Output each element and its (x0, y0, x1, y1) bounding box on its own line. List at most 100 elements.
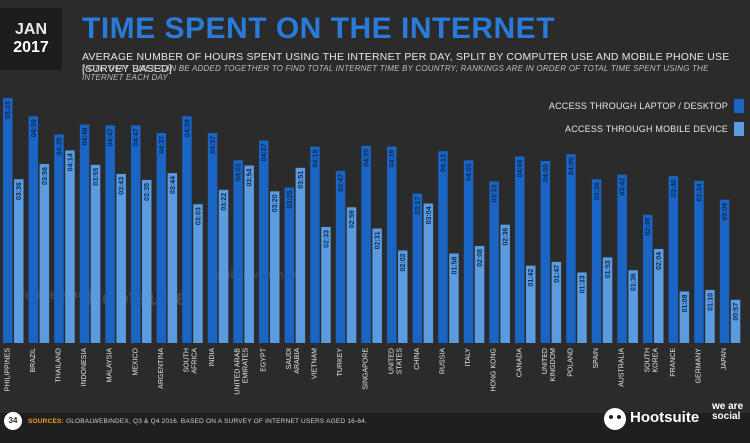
page-subtitle: AVERAGE NUMBER OF HOURS SPENT USING THE … (82, 51, 730, 75)
x-tick-label: INDONESIA (81, 348, 88, 387)
data-label-laptop: 03:09 (722, 203, 729, 221)
x-tick-label: CANADA (516, 348, 523, 378)
bar-laptop (694, 180, 704, 343)
x-tick-label: KOREA (652, 348, 659, 373)
bar-laptop (591, 179, 602, 343)
data-label-mobile: 03:35 (144, 183, 151, 201)
page-number: 34 (4, 412, 22, 430)
data-label-laptop: 04:01 (236, 163, 243, 181)
legend-label-laptop: ACCESS THROUGH LAPTOP / DESKTOP (548, 101, 728, 111)
x-tick-label: MALAYSIA (107, 348, 114, 383)
x-tick-label: SOUTH (644, 348, 651, 373)
bar-laptop (643, 214, 653, 343)
data-label-laptop: 03:25 (287, 190, 294, 208)
bar-mobile (244, 165, 254, 343)
bar-laptop (361, 145, 371, 343)
page-note: NOTE THAT TIMES CAN BE ADDED TOGETHER TO… (82, 64, 709, 82)
bar-laptop (233, 160, 243, 343)
x-tick-label: INDIA (209, 348, 216, 367)
data-label-mobile: 01:47 (554, 265, 561, 283)
bar-mobile (500, 224, 510, 343)
x-tick-label: AUSTRALIA (619, 348, 626, 387)
data-label-laptop: 03:33 (492, 184, 499, 202)
bar-mobile (705, 289, 715, 343)
sources-text: SOURCES: GLOBALWEBINDEX, Q3 & Q4 2016. B… (28, 418, 367, 425)
data-label-laptop: 04:19 (312, 149, 319, 167)
data-label-mobile: 02:33 (323, 230, 330, 248)
bar-laptop (489, 181, 499, 343)
data-label-mobile: 01:53 (605, 260, 612, 278)
x-tick-label: GERMANY (695, 348, 702, 384)
data-label-laptop: 03:34 (696, 184, 703, 202)
data-label-mobile: 03:55 (93, 168, 100, 186)
data-label-laptop: 04:59 (184, 119, 191, 137)
x-tick-label: ARGENTINA (158, 348, 165, 389)
bar-mobile (551, 261, 562, 343)
bar-mobile (295, 167, 306, 343)
data-label-mobile: 03:44 (170, 176, 177, 194)
data-label-laptop: 04:47 (133, 128, 140, 146)
x-tick-label: CHINA (414, 348, 421, 370)
data-label-laptop: 04:35 (56, 137, 63, 155)
data-label-mobile: 01:33 (579, 275, 586, 293)
data-label-laptop: 03:36 (594, 182, 601, 200)
legend-item-laptop: ACCESS THROUGH LAPTOP / DESKTOP (549, 99, 744, 113)
x-tick-label: STATES (396, 348, 403, 375)
data-label-laptop: 04:47 (108, 128, 115, 146)
x-tick-label: VIETNAM (311, 348, 318, 379)
x-tick-label: SPAIN (593, 348, 600, 369)
x-tick-label: UNITED (542, 348, 549, 374)
data-label-laptop: 03:17 (415, 197, 422, 215)
sources-body: GLOBALWEBINDEX, Q3 & Q4 2016. BASED ON A… (65, 418, 367, 425)
data-label-mobile: 01:10 (707, 293, 714, 311)
data-label-mobile: 02:08 (477, 249, 484, 267)
data-label-mobile: 01:58 (451, 256, 458, 274)
data-label-mobile: 03:22 (221, 193, 228, 211)
bar-laptop (284, 187, 295, 343)
bar-mobile (65, 150, 75, 343)
bar-laptop (131, 125, 141, 343)
chart-legend: ACCESS THROUGH LAPTOP / DESKTOP ACCESS T… (549, 99, 744, 145)
bar-laptop (668, 176, 679, 343)
bar-laptop (515, 156, 525, 343)
x-tick-label: THAILAND (55, 348, 62, 383)
bar-laptop (3, 98, 13, 343)
x-tick-label: AFRICA (191, 348, 198, 374)
bar-laptop (54, 134, 64, 343)
x-tick-label: BRAZIL (30, 348, 37, 373)
data-label-mobile: 03:36 (16, 182, 23, 200)
bar-mobile (372, 228, 382, 343)
bar-laptop (79, 124, 90, 343)
x-tick-label: HONG KONG (491, 348, 498, 392)
page-title: TIME SPENT ON THE INTERNET (82, 12, 556, 45)
x-tick-label: SOUTH (183, 348, 190, 373)
data-label-laptop: 04:48 (82, 127, 89, 145)
x-tick-label: FRANCE (670, 348, 677, 377)
x-tick-label: KINGDOM (550, 348, 557, 382)
bar-laptop (719, 199, 730, 343)
data-label-laptop: 04:27 (261, 143, 268, 161)
bar-laptop (412, 193, 423, 343)
date-month: JAN (14, 21, 47, 38)
x-tick-label: UNITED ARAB (235, 348, 242, 395)
x-tick-label: EGYPT (260, 347, 267, 371)
date-badge: JAN 2017 (0, 8, 62, 70)
bar-mobile (321, 226, 331, 343)
x-tick-label: MEXICO (132, 347, 139, 375)
data-label-mobile: 00:57 (733, 303, 740, 321)
footer-hootsuite-logo: Hootsuite (630, 409, 700, 426)
data-label-laptop: 03:42 (620, 178, 627, 196)
data-label-mobile: 03:51 (298, 171, 305, 189)
bar-mobile (116, 173, 126, 343)
bar-mobile (474, 245, 485, 343)
data-label-laptop: 04:01 (466, 163, 473, 181)
data-label-mobile: 03:54 (247, 168, 254, 186)
sources-label: SOURCES: (28, 418, 64, 425)
data-label-laptop: 04:09 (568, 157, 575, 175)
data-label-mobile: 03:56 (42, 167, 49, 185)
data-label-mobile: 03:03 (195, 207, 202, 225)
bar-mobile (526, 265, 536, 343)
bar-laptop (259, 140, 269, 343)
data-label-laptop: 02:49 (645, 218, 652, 236)
